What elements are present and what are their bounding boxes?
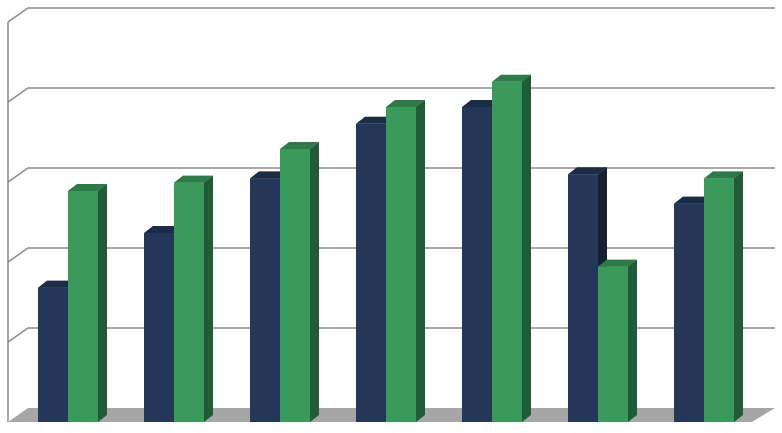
bar-side <box>98 184 107 422</box>
bar-top <box>674 196 713 204</box>
bar-front <box>674 203 704 422</box>
bar-top-shade <box>280 142 319 149</box>
bar-top-shade <box>386 100 425 107</box>
grid-line <box>7 87 775 103</box>
bar-front <box>356 123 386 423</box>
bar-top-shade <box>38 280 77 288</box>
bar <box>280 142 319 422</box>
bar <box>174 175 213 422</box>
bar-top <box>492 74 531 82</box>
bar-side-shade <box>734 171 743 422</box>
bar-top <box>704 171 743 179</box>
bar-top <box>280 142 319 149</box>
bar-front <box>144 233 174 422</box>
bar-top-shade <box>568 167 607 175</box>
bar-front <box>38 287 68 422</box>
bar-top <box>462 100 501 107</box>
bar-top <box>174 175 213 183</box>
bar <box>492 74 531 423</box>
bar-top <box>598 259 637 267</box>
bar-side <box>416 100 425 422</box>
bar-front <box>280 149 310 422</box>
bar-top <box>568 167 607 175</box>
bar-side-shade <box>628 259 637 422</box>
bar-top <box>356 116 395 124</box>
bar-front <box>462 107 492 422</box>
bar-side-shade <box>522 74 531 423</box>
bar-top-shade <box>144 226 183 233</box>
bar-top-shade <box>598 259 637 267</box>
grid-line <box>7 7 775 23</box>
bar-side-shade <box>310 142 319 422</box>
bar-side <box>734 171 743 422</box>
bar <box>704 171 743 422</box>
bar-front <box>704 178 734 422</box>
bar-side <box>522 74 531 423</box>
bar-front <box>568 174 598 422</box>
bar-top-shade <box>462 100 501 107</box>
bar-top-shade <box>674 196 713 204</box>
bar-front <box>250 178 280 422</box>
bar <box>68 184 107 422</box>
bar-top-shade <box>68 184 107 191</box>
bar-top <box>144 226 183 233</box>
bar <box>598 259 637 422</box>
bar-side-shade <box>416 100 425 422</box>
bar-side-shade <box>204 175 213 422</box>
bar-top-shade <box>356 116 395 124</box>
bar-front <box>68 191 98 422</box>
bar-top <box>386 100 425 107</box>
bar-top-shade <box>174 175 213 183</box>
bar-front <box>386 107 416 422</box>
bar-top-shade <box>492 74 531 82</box>
bar-front <box>174 182 204 422</box>
bar <box>386 100 425 422</box>
bar-side <box>204 175 213 422</box>
bar-top <box>250 171 289 179</box>
bar-front <box>492 81 522 423</box>
bar-top-shade <box>704 171 743 179</box>
bar-side <box>310 142 319 422</box>
bar-top <box>38 280 77 288</box>
bar-front <box>598 266 628 422</box>
bar-side-shade <box>98 184 107 422</box>
bar-top-shade <box>250 171 289 179</box>
bar-side <box>628 259 637 422</box>
bar-top <box>68 184 107 191</box>
